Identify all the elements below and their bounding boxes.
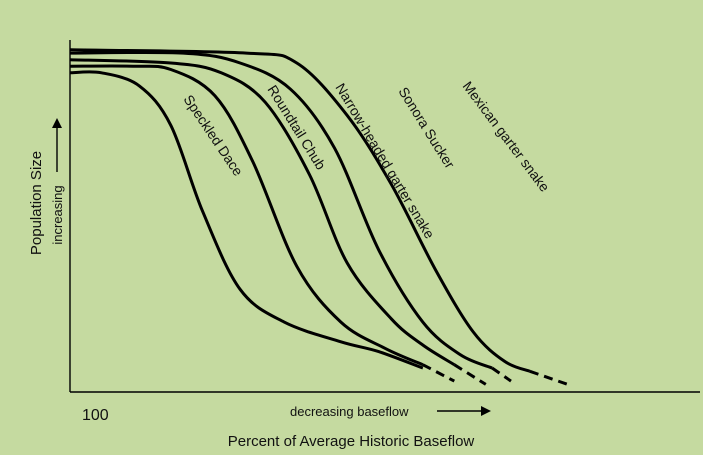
y-axis-note: increasing bbox=[50, 185, 65, 244]
y-axis-title: Population Size bbox=[28, 151, 45, 255]
x-tick-label: 100 bbox=[82, 407, 109, 424]
x-axis-title: Percent of Average Historic Baseflow bbox=[228, 433, 475, 450]
x-axis-note: decreasing baseflow bbox=[290, 404, 409, 419]
